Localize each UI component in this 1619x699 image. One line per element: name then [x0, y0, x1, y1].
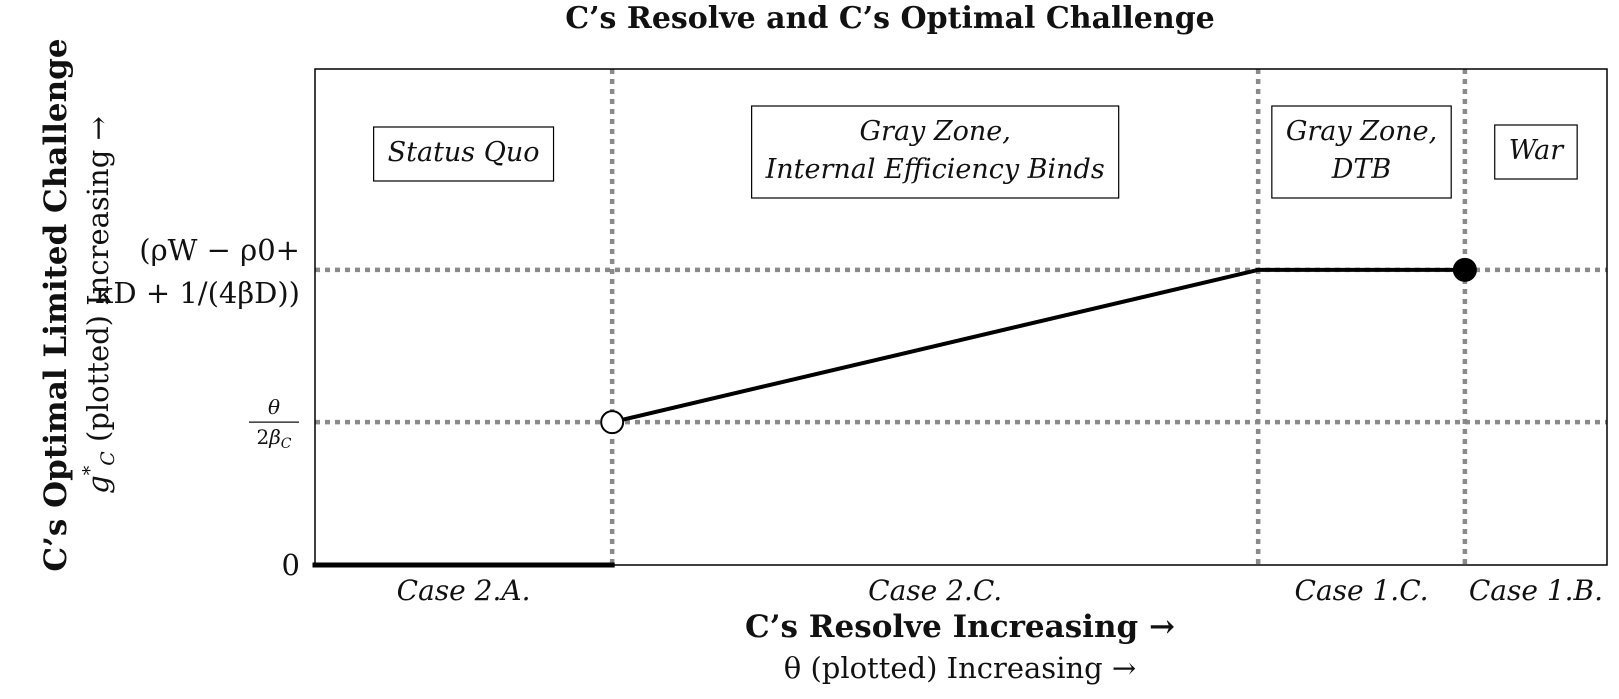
region-label-line: Internal Efficiency Binds: [765, 154, 1105, 185]
plot-area-frame: [314, 68, 1608, 566]
region-label-line: Status Quo: [388, 137, 540, 168]
tick-numerator: θ: [268, 395, 280, 419]
case-label-3: Case 1.C.: [1295, 574, 1429, 607]
open-point: [600, 410, 625, 435]
case-label-4: Case 1.B.: [1469, 574, 1603, 607]
region-label-2: Gray Zone, Internal Efficiency Binds: [751, 105, 1120, 199]
y-tick-value: 0: [282, 548, 300, 582]
region-label-4: War: [1494, 124, 1578, 180]
y-axis-subtitle: g*C (plotted) Increasing →: [79, 116, 119, 494]
grid-lines: [315, 69, 1607, 565]
region-label-box: [751, 105, 1120, 199]
case-labels: Case 2.A. Case 2.C. Case 1.C. Case 1.B.: [397, 574, 1603, 607]
tick-denominator: 2βC: [256, 425, 291, 452]
region-label-line: DTB: [1331, 154, 1392, 185]
x-axis-title: C’s Resolve Increasing →: [745, 609, 1175, 645]
region-label-box: [1494, 124, 1578, 180]
chart-title: C’s Resolve and C’s Optimal Challenge: [565, 1, 1215, 36]
region-label-1: Status Quo: [373, 126, 555, 182]
case-label-1: Case 2.A.: [397, 574, 531, 607]
y-tick-label-rho: (ρW − ρ0+ κD + 1/(4βD)): [95, 233, 300, 310]
region-label-box: [373, 126, 555, 182]
region-labels: Status Quo Gray Zone, Internal Efficiency …: [373, 105, 1578, 199]
y-tick-labels: 0 θ 2βC (ρW − ρ0+ κD + 1/(4βD)): [95, 233, 300, 582]
region-label-box: [1271, 105, 1452, 199]
series-segment-2: [609, 267, 1261, 425]
x-axis-subtitle: θ (plotted) Increasing →: [784, 651, 1136, 685]
series-optimal-challenge: [312, 257, 1477, 568]
region-label-3: Gray Zone, DTB: [1271, 105, 1452, 199]
case-label-2: Case 2.C.: [868, 574, 1002, 607]
region-label-line: War: [1509, 135, 1566, 166]
region-label-line: Gray Zone,: [859, 116, 1010, 147]
y-axis-title: C’s Optimal Limited Challenge: [38, 38, 74, 571]
tick-line-1: (ρW − ρ0+: [139, 233, 300, 267]
closed-point: [1452, 257, 1477, 282]
y-tick-label-theta: θ 2βC: [249, 395, 299, 452]
region-label-line: Gray Zone,: [1286, 116, 1437, 147]
y-tick-label-zero: 0: [282, 548, 300, 582]
tick-line-2: κD + 1/(4βD)): [95, 276, 300, 310]
y-axis-label: C’s Optimal Limited Challenge g*C (plott…: [38, 38, 119, 571]
